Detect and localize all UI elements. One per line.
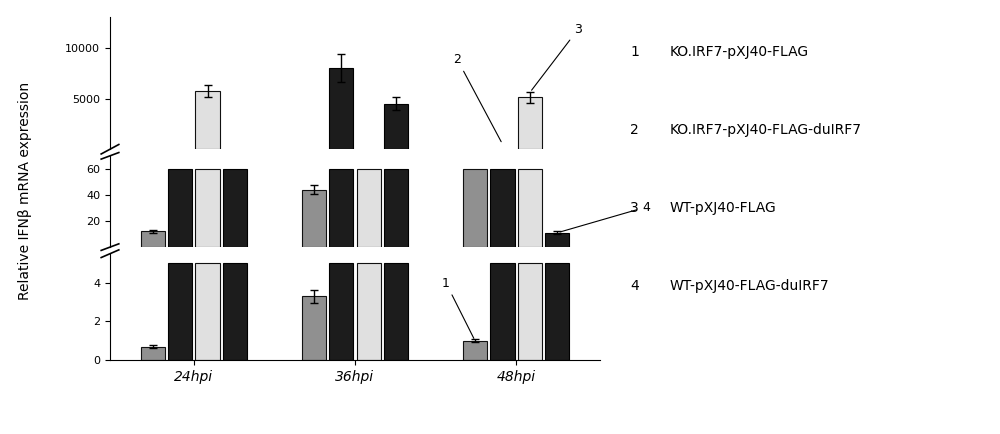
Bar: [357, 169, 381, 247]
Text: KO.IRF7-pXJ40-FLAG: KO.IRF7-pXJ40-FLAG: [670, 45, 809, 59]
Text: 1: 1: [630, 45, 639, 59]
Bar: [223, 169, 247, 247]
Bar: [384, 104, 408, 149]
Bar: [195, 92, 220, 149]
Bar: [195, 263, 220, 360]
Text: 3: 3: [532, 23, 582, 90]
Text: 4: 4: [560, 201, 650, 232]
Text: Relative IFNβ mRNA expression: Relative IFNβ mRNA expression: [18, 82, 32, 300]
Text: 1: 1: [442, 276, 474, 339]
Bar: [329, 263, 353, 360]
Text: 2: 2: [453, 53, 501, 142]
Bar: [384, 263, 408, 360]
Text: 4: 4: [630, 279, 639, 293]
Bar: [463, 169, 487, 247]
Bar: [168, 263, 192, 360]
Bar: [357, 263, 381, 360]
Bar: [329, 169, 353, 247]
Bar: [518, 169, 542, 247]
Bar: [518, 263, 542, 360]
Bar: [490, 169, 515, 247]
Bar: [223, 263, 247, 360]
Bar: [168, 169, 192, 247]
Text: WT-pXJ40-FLAG: WT-pXJ40-FLAG: [670, 201, 777, 215]
Bar: [141, 231, 165, 247]
Bar: [195, 169, 220, 247]
Bar: [490, 263, 515, 360]
Text: 3: 3: [630, 201, 639, 215]
Text: WT-pXJ40-FLAG-duIRF7: WT-pXJ40-FLAG-duIRF7: [670, 279, 830, 293]
Bar: [463, 341, 487, 360]
Text: KO.IRF7-pXJ40-FLAG-duIRF7: KO.IRF7-pXJ40-FLAG-duIRF7: [670, 123, 862, 137]
Bar: [384, 169, 408, 247]
Bar: [302, 190, 326, 247]
Bar: [141, 347, 165, 360]
Text: 2: 2: [630, 123, 639, 137]
Bar: [545, 233, 569, 247]
Bar: [302, 296, 326, 360]
Bar: [329, 68, 353, 149]
Bar: [518, 98, 542, 149]
Bar: [545, 263, 569, 360]
